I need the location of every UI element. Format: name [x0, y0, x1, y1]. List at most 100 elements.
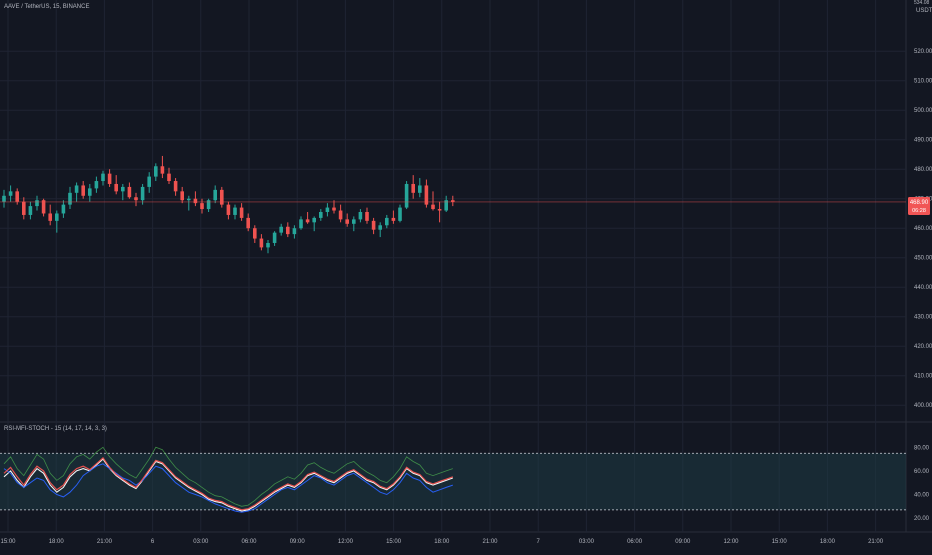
indicator-lines: [3, 446, 454, 513]
time-tick-label: 21:00: [868, 539, 884, 545]
candle-body: [371, 220, 376, 230]
candle-body: [187, 198, 191, 201]
candle-body: [312, 217, 316, 223]
candle-body: [319, 212, 323, 218]
bar-countdown: 06:28: [912, 208, 926, 214]
price-tick-label: 500.00: [914, 108, 932, 114]
time-tick-label: 09:00: [675, 539, 691, 545]
candles: [0, 155, 906, 254]
candle-body: [22, 201, 26, 215]
time-tick-label: 09:00: [290, 539, 306, 545]
indicator-line-rsi: [3, 458, 453, 512]
candle-body: [107, 173, 112, 184]
symbol-title: AAVE / TetherUS, 15, BINANCE: [4, 4, 90, 10]
candle-body: [239, 207, 244, 218]
candle-body: [444, 200, 448, 211]
indicator-tick-label: 40.00: [914, 493, 930, 499]
candle-body: [226, 204, 231, 215]
price-axis-top-clip: 534.08: [914, 0, 930, 6]
time-tick-label: 12:00: [338, 539, 354, 545]
candle-body: [140, 186, 145, 201]
candle-body: [121, 186, 125, 192]
candle-body: [338, 210, 343, 220]
candle-body: [193, 198, 198, 204]
candle-body: [8, 191, 13, 196]
candle-body: [147, 176, 151, 187]
candle-body: [88, 188, 92, 196]
time-tick-label: 7: [537, 539, 541, 545]
time-tick-label: 6: [151, 539, 155, 545]
last-price-value: 468.90: [910, 200, 929, 206]
price-tick-label: 490.00: [914, 138, 932, 144]
candle-body: [404, 183, 409, 208]
candle-body: [94, 181, 99, 189]
candle-body: [35, 200, 39, 207]
price-axis-currency: USDT: [916, 8, 932, 14]
candle-body: [259, 238, 264, 248]
indicator-line-stoch_k: [3, 457, 454, 511]
candle-body: [352, 219, 356, 224]
indicator-line-mfi: [3, 463, 453, 513]
candle-body: [74, 185, 79, 193]
candle-body: [332, 207, 336, 211]
candle-body: [134, 197, 138, 201]
candle-body: [378, 225, 382, 230]
candle-body: [418, 185, 422, 193]
candle-body: [233, 207, 237, 215]
indicator-axis[interactable]: 80.00 60.00 40.00 20.00: [914, 445, 930, 522]
candle-body: [48, 213, 52, 221]
candle-body: [358, 212, 363, 220]
indicator-title: RSI-MFI-STOCH - 15 (14, 17, 14, 3, 3): [4, 426, 107, 432]
price-tick-label: 510.00: [914, 79, 932, 85]
candle-body: [160, 166, 165, 174]
price-tick-label: 460.00: [914, 226, 932, 232]
candle-body: [365, 212, 369, 221]
candle-body: [431, 204, 435, 210]
time-axis[interactable]: 15:00 18:00 21:00 6 03:00 06:00 09:00 12:00 15:0…: [0, 539, 883, 545]
candle-body: [286, 226, 290, 235]
candle-body: [213, 189, 217, 201]
indicator-tick-label: 60.00: [914, 469, 930, 475]
candle-body: [154, 166, 158, 177]
price-tick-label: 420.00: [914, 344, 932, 350]
price-tick-label: 450.00: [914, 256, 932, 262]
price-tick-label: 410.00: [914, 374, 932, 380]
candle-body: [55, 213, 59, 221]
time-tick-label: 18:00: [820, 539, 836, 545]
grid: [0, 0, 932, 533]
indicator-line-stoch_d: [3, 446, 453, 507]
time-tick-label: 03:00: [579, 539, 595, 545]
candle-body: [81, 185, 85, 196]
time-tick-label: 21:00: [97, 539, 113, 545]
candle-body: [206, 200, 211, 210]
candle-body: [101, 173, 105, 182]
price-tick-label: 480.00: [914, 167, 932, 173]
time-tick-label: 06:00: [627, 539, 643, 545]
candle-body: [451, 200, 455, 202]
candle-body: [272, 232, 277, 243]
price-tick-label: 400.00: [914, 403, 932, 409]
time-tick-label: 06:00: [241, 539, 257, 545]
candle-body: [398, 207, 402, 221]
candle-body: [220, 189, 224, 205]
candle-body: [385, 217, 389, 226]
candle-body: [15, 191, 19, 202]
candle-body: [279, 226, 283, 233]
candle-body: [305, 219, 310, 223]
candle-body: [167, 173, 171, 182]
candle-body: [345, 219, 349, 224]
price-axis[interactable]: 520.00510.00500.00490.00480.00470.00460.…: [908, 0, 932, 409]
candle-body: [391, 217, 396, 221]
indicator-band-fill: [0, 453, 906, 510]
time-tick-label: 18:00: [434, 539, 450, 545]
time-tick-label: 12:00: [723, 539, 739, 545]
candle-body: [114, 183, 118, 192]
last-price-badge[interactable]: [908, 196, 930, 215]
price-tick-label: 430.00: [914, 315, 932, 321]
time-tick-label: 18:00: [49, 539, 65, 545]
candle-body: [61, 204, 66, 214]
time-tick-label: 15:00: [772, 539, 788, 545]
candle-body: [28, 206, 33, 215]
